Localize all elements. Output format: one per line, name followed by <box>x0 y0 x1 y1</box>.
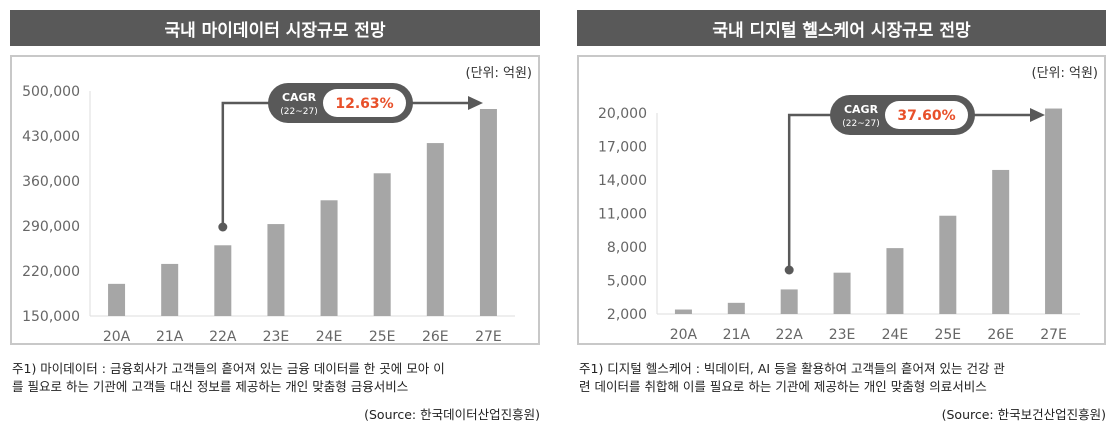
x-tick-label: 27E <box>475 329 502 345</box>
x-tick-label: 20A <box>670 327 698 343</box>
bar-22A <box>214 245 232 316</box>
footnote-line: 주1) 디지털 헬스케어 : 빅데이터, AI 등을 활용하여 고객들의 흩어져… <box>579 361 1005 376</box>
y-tick-label: 14,000 <box>598 173 647 189</box>
x-tick-label: 25E <box>934 327 961 343</box>
x-tick-label: 26E <box>987 327 1014 343</box>
bar-24E <box>886 248 904 314</box>
x-tick-label: 24E <box>316 329 343 345</box>
footnote-mydata: 주1) 마이데이터 : 금융회사가 고객들의 흩어져 있는 금융 데이터를 한 … <box>12 360 445 396</box>
bar-24E <box>320 200 338 316</box>
y-tick-label: 5,000 <box>607 274 647 290</box>
source-healthcare: (Source: 한국보건산업진흥원) <box>941 407 1106 422</box>
footnote-healthcare: 주1) 디지털 헬스케어 : 빅데이터, AI 등을 활용하여 고객들의 흩어져… <box>579 360 1005 396</box>
footnote-line: 주1) 마이데이터 : 금융회사가 고객들의 흩어져 있는 금융 데이터를 한 … <box>12 361 445 376</box>
bar-27E <box>479 109 497 316</box>
cagr-label: CAGR <box>844 103 879 116</box>
cagr-value: 12.63% <box>335 96 393 112</box>
cagr-period: (22~27) <box>842 119 879 129</box>
y-tick-label: 8,000 <box>607 240 647 256</box>
chart-mydata: (단위: 억원) 150,000 220,000 290,000 360,000 430,… <box>10 55 540 345</box>
y-tick-label: 500,000 <box>22 84 80 100</box>
x-tick-label: 25E <box>369 329 396 345</box>
y-tick-label: 20,000 <box>598 106 647 122</box>
unit-label: (단위: 억원) <box>466 66 533 81</box>
bar-20A <box>108 283 126 316</box>
bar-25E <box>373 173 391 316</box>
bar-23E <box>833 272 851 314</box>
bar-22A <box>780 289 798 314</box>
x-tick-label: 26E <box>422 329 449 345</box>
x-tick-label: 21A <box>723 327 751 343</box>
arrow-head-icon <box>468 96 483 110</box>
x-tick-label: 21A <box>156 329 184 345</box>
bar-27E <box>1045 108 1063 315</box>
bar-26E <box>992 169 1010 314</box>
bar-21A <box>161 263 179 316</box>
x-tick-label: 27E <box>1040 327 1067 343</box>
y-tick-label: 17,000 <box>598 140 647 156</box>
x-tick-label: 24E <box>882 327 909 343</box>
footnote-line: 련 데이터를 취합해 이를 필요로 하는 기관에 제공하는 개인 맞춤형 의료서… <box>579 379 987 394</box>
bar-20A <box>674 309 692 314</box>
cagr-value-bg <box>885 101 968 129</box>
bar-26E <box>426 143 444 316</box>
bar-25E <box>939 215 957 314</box>
chart-title-healthcare: 국내 디지털 헬스케어 시장규모 전망 <box>577 10 1106 46</box>
x-tick-label: 23E <box>829 327 856 343</box>
bar-23E <box>267 224 285 316</box>
chart-title-mydata: 국내 마이데이터 시장규모 전망 <box>10 10 540 46</box>
cagr-label: CAGR <box>282 91 317 104</box>
y-tick-label: 430,000 <box>22 129 80 145</box>
x-tick-label: 22A <box>209 329 237 345</box>
x-tick-label: 22A <box>775 327 803 343</box>
bar-21A <box>727 302 745 314</box>
y-tick-label: 150,000 <box>22 309 80 325</box>
x-tick-label: 23E <box>263 329 290 345</box>
cagr-value: 37.60% <box>897 108 955 124</box>
unit-label: (단위: 억원) <box>1032 66 1099 81</box>
y-tick-label: 2,000 <box>607 307 647 323</box>
y-tick-label: 220,000 <box>22 264 80 280</box>
y-tick-label: 11,000 <box>598 207 647 223</box>
y-tick-label: 290,000 <box>22 219 80 235</box>
arrow-head-icon <box>1030 108 1045 122</box>
chart-healthcare: (단위: 억원) 2,000 5,000 8,000 11,000 14,000 17,00… <box>577 55 1106 345</box>
y-tick-label: 360,000 <box>22 174 80 190</box>
cagr-period: (22~27) <box>280 107 317 117</box>
x-tick-label: 20A <box>103 329 131 345</box>
footnote-line: 를 필요로 하는 기관에 고객들 대신 정보를 제공하는 개인 맞춤형 금융서비… <box>12 379 409 394</box>
source-mydata: (Source: 한국데이터산업진흥원) <box>364 407 540 422</box>
cagr-value-bg <box>323 89 406 117</box>
